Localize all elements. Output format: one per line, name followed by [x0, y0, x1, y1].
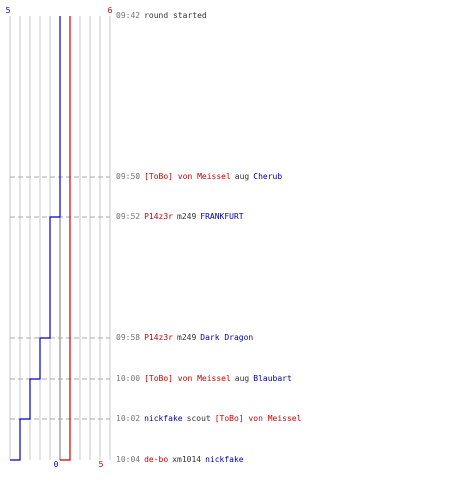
event-line: 10:04 de-bo xm1014 nickfake [116, 454, 248, 466]
top-left-score-label: 5 [6, 6, 11, 15]
event-text: P14z3r [144, 333, 173, 342]
event-text: P14z3r [144, 212, 173, 221]
event-text: Dark Dragon [200, 333, 254, 342]
event-line: 09:50 [ToBo] von Meissel aug Cherub [116, 171, 286, 183]
axis-labels: 5 6 0 5 [6, 6, 113, 469]
event-line: 10:02 nickfake scout [ToBo] von Meissel [116, 413, 305, 425]
event-time: 09:42 [116, 11, 141, 20]
event-text: Cherub [253, 172, 283, 181]
event-line: 09:42 round started [116, 10, 211, 22]
event-text: scout [186, 414, 211, 423]
event-text: de-bo [144, 455, 169, 464]
top-right-score-label: 6 [108, 6, 113, 15]
event-text: [ToBo] von Meissel [144, 172, 231, 181]
event-time: 09:50 [116, 172, 141, 181]
event-text: xm1014 [172, 455, 202, 464]
event-line: 09:52 P14z3r m249 FRANKFURT [116, 211, 248, 223]
event-text: aug [234, 374, 250, 383]
event-text: FRANKFURT [200, 212, 244, 221]
event-text: nickfake [205, 455, 244, 464]
event-text: Blaubart [253, 374, 292, 383]
event-time: 10:04 [116, 455, 141, 464]
event-time: 09:52 [116, 212, 141, 221]
event-time: 10:00 [116, 374, 141, 383]
event-time: 10:02 [116, 414, 141, 423]
red-score-line [60, 16, 71, 461]
score-lines [10, 16, 71, 461]
event-line: 09:58 P14z3r m249 Dark Dragon [116, 332, 257, 344]
blue-score-line [10, 16, 61, 461]
event-time: 09:58 [116, 333, 141, 342]
event-text: m249 [177, 333, 197, 342]
event-text: [ToBo] von Meissel [214, 414, 302, 423]
bottom-left-score-label: 0 [54, 460, 59, 469]
event-line: 10:00 [ToBo] von Meissel aug Blaubart [116, 373, 296, 385]
bottom-right-score-label: 5 [99, 460, 104, 469]
event-text: m249 [177, 212, 197, 221]
event-text: aug [234, 172, 250, 181]
event-text: round started [144, 11, 207, 20]
event-text: [ToBo] von Meissel [144, 374, 231, 383]
event-text: nickfake [144, 414, 183, 423]
